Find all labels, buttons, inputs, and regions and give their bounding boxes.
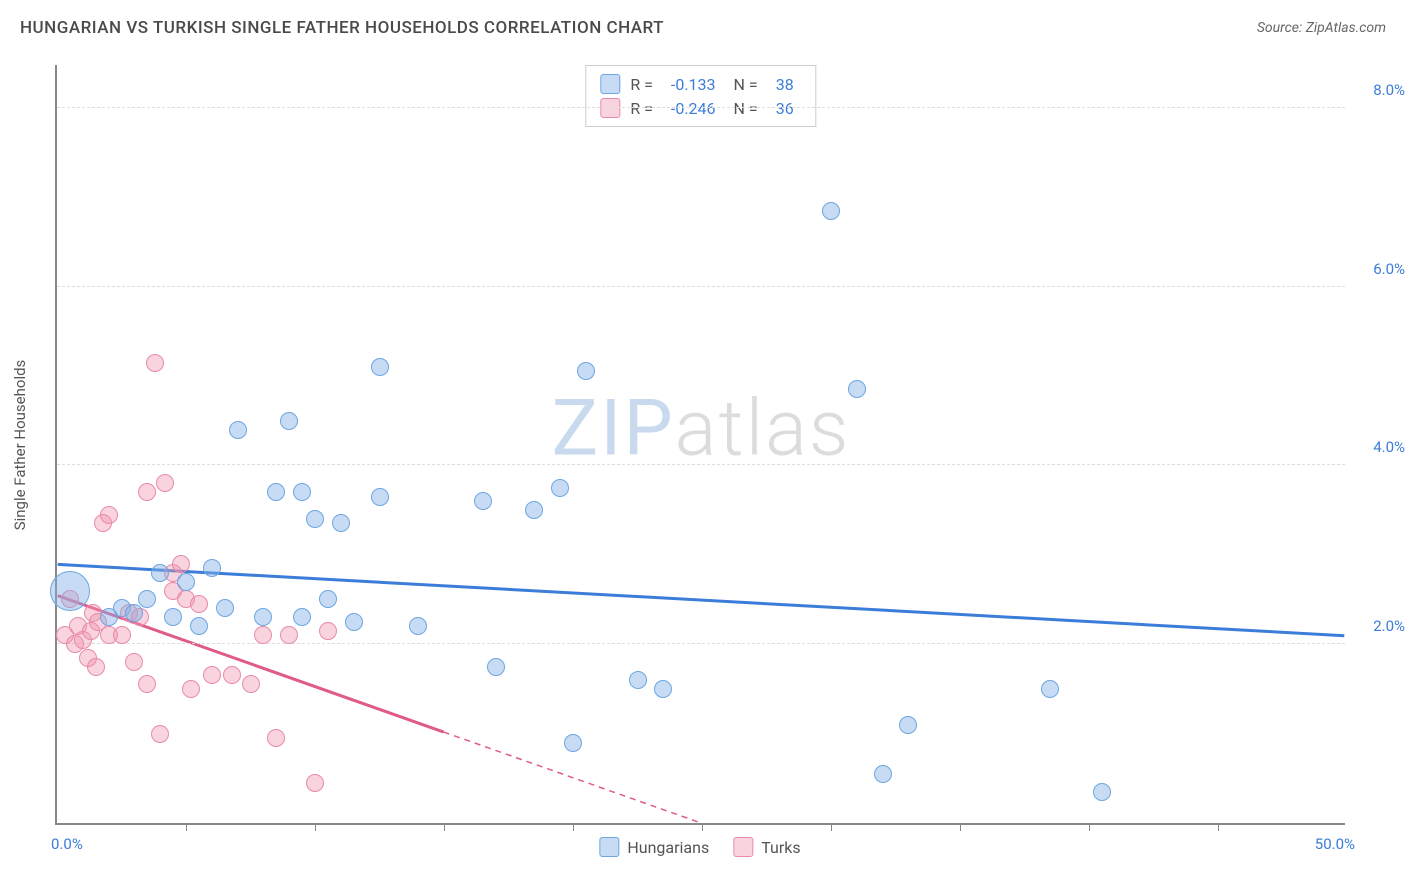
data-point-hungarians bbox=[293, 608, 311, 626]
data-point-turks bbox=[156, 474, 174, 492]
data-point-hungarians bbox=[371, 358, 389, 376]
x-tick bbox=[702, 823, 703, 831]
x-min-label: 0.0% bbox=[51, 835, 83, 853]
stats-row-turks: R = -0.246 N = 36 bbox=[600, 96, 801, 120]
data-point-hungarians bbox=[151, 564, 169, 582]
series-legend: Hungarians Turks bbox=[599, 837, 800, 857]
data-point-turks bbox=[306, 774, 324, 792]
data-point-hungarians bbox=[371, 488, 389, 506]
data-point-hungarians bbox=[525, 501, 543, 519]
data-point-turks bbox=[254, 626, 272, 644]
y-axis-label: Single Father Households bbox=[11, 360, 29, 531]
data-point-hungarians bbox=[345, 613, 363, 631]
data-point-turks bbox=[87, 658, 105, 676]
data-point-hungarians bbox=[1041, 680, 1059, 698]
legend-swatch-turks bbox=[733, 837, 753, 857]
n-value-turks: 36 bbox=[776, 99, 794, 118]
gridline bbox=[57, 286, 1345, 287]
data-point-hungarians bbox=[267, 483, 285, 501]
legend-label-turks: Turks bbox=[761, 838, 800, 857]
scatter-plot: ZIPatlas R = -0.133 N = 38 R = -0.246 N … bbox=[55, 65, 1345, 825]
data-point-hungarians bbox=[874, 765, 892, 783]
legend-item-turks: Turks bbox=[733, 837, 800, 857]
data-point-hungarians bbox=[306, 510, 324, 528]
stats-legend-box: R = -0.133 N = 38 R = -0.246 N = 36 bbox=[585, 65, 816, 127]
data-point-hungarians bbox=[216, 599, 234, 617]
data-point-turks bbox=[100, 506, 118, 524]
data-point-hungarians bbox=[50, 571, 90, 611]
data-point-hungarians bbox=[822, 202, 840, 220]
data-point-hungarians bbox=[899, 716, 917, 734]
data-point-hungarians bbox=[125, 604, 143, 622]
watermark: ZIPatlas bbox=[552, 383, 851, 474]
data-point-hungarians bbox=[487, 658, 505, 676]
legend-swatch-hungarians bbox=[599, 837, 619, 857]
data-point-turks bbox=[146, 354, 164, 372]
data-point-hungarians bbox=[409, 617, 427, 635]
data-point-turks bbox=[242, 675, 260, 693]
data-point-hungarians bbox=[564, 734, 582, 752]
data-point-hungarians bbox=[254, 608, 272, 626]
data-point-hungarians bbox=[203, 559, 221, 577]
data-point-hungarians bbox=[280, 412, 298, 430]
data-point-hungarians bbox=[138, 590, 156, 608]
gridline bbox=[57, 643, 1345, 644]
x-tick bbox=[960, 823, 961, 831]
chart-container: Single Father Households ZIPatlas R = -0… bbox=[55, 65, 1345, 825]
data-point-turks bbox=[138, 675, 156, 693]
data-point-hungarians bbox=[577, 362, 595, 380]
r-value-hungarians: -0.133 bbox=[671, 75, 716, 94]
data-point-hungarians bbox=[332, 514, 350, 532]
source-attribution: Source: ZipAtlas.com bbox=[1257, 20, 1386, 36]
chart-title: HUNGARIAN VS TURKISH SINGLE FATHER HOUSE… bbox=[20, 18, 664, 38]
y-tick-label: 4.0% bbox=[1373, 438, 1405, 456]
data-point-turks bbox=[203, 666, 221, 684]
x-max-label: 50.0% bbox=[1315, 835, 1355, 853]
trend-lines bbox=[57, 65, 1345, 823]
n-value-hungarians: 38 bbox=[776, 75, 794, 94]
data-point-hungarians bbox=[474, 492, 492, 510]
y-tick-label: 6.0% bbox=[1373, 260, 1405, 278]
data-point-turks bbox=[190, 595, 208, 613]
r-value-turks: -0.246 bbox=[671, 99, 716, 118]
data-point-hungarians bbox=[190, 617, 208, 635]
data-point-turks bbox=[280, 626, 298, 644]
x-tick bbox=[315, 823, 316, 831]
data-point-hungarians bbox=[629, 671, 647, 689]
data-point-hungarians bbox=[319, 590, 337, 608]
gridline bbox=[57, 107, 1345, 108]
data-point-hungarians bbox=[229, 421, 247, 439]
x-tick bbox=[573, 823, 574, 831]
data-point-turks bbox=[113, 626, 131, 644]
data-point-turks bbox=[223, 666, 241, 684]
x-tick bbox=[831, 823, 832, 831]
data-point-turks bbox=[267, 729, 285, 747]
data-point-hungarians bbox=[293, 483, 311, 501]
data-point-hungarians bbox=[1093, 783, 1111, 801]
data-point-turks bbox=[138, 483, 156, 501]
data-point-hungarians bbox=[177, 573, 195, 591]
data-point-hungarians bbox=[164, 608, 182, 626]
y-tick-label: 2.0% bbox=[1373, 617, 1405, 635]
x-tick bbox=[1218, 823, 1219, 831]
gridline bbox=[57, 464, 1345, 465]
x-tick bbox=[444, 823, 445, 831]
data-point-turks bbox=[182, 680, 200, 698]
legend-label-hungarians: Hungarians bbox=[627, 838, 709, 857]
x-tick bbox=[186, 823, 187, 831]
data-point-hungarians bbox=[551, 479, 569, 497]
x-tick bbox=[1089, 823, 1090, 831]
legend-item-hungarians: Hungarians bbox=[599, 837, 709, 857]
data-point-hungarians bbox=[654, 680, 672, 698]
swatch-hungarians bbox=[600, 74, 620, 94]
swatch-turks bbox=[600, 98, 620, 118]
data-point-turks bbox=[151, 725, 169, 743]
y-tick-label: 8.0% bbox=[1373, 81, 1405, 99]
data-point-turks bbox=[172, 555, 190, 573]
data-point-turks bbox=[319, 622, 337, 640]
stats-row-hungarians: R = -0.133 N = 38 bbox=[600, 72, 801, 96]
data-point-hungarians bbox=[848, 380, 866, 398]
data-point-turks bbox=[125, 653, 143, 671]
